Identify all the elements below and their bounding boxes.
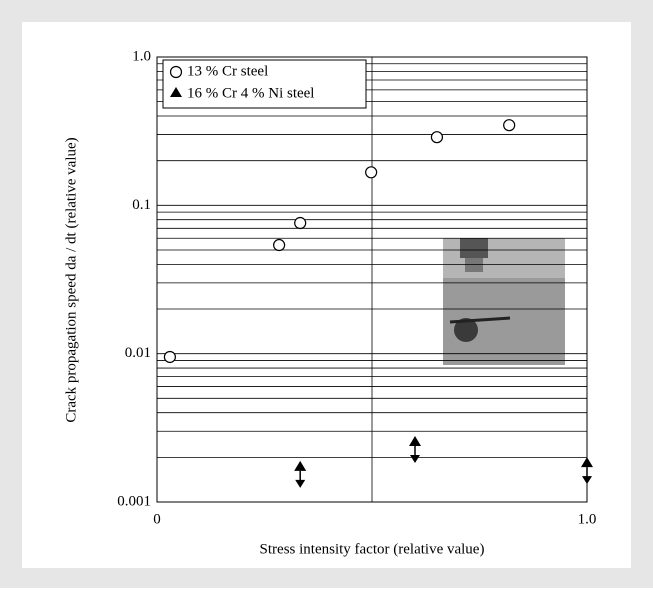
- y-tick-label: 1.0: [132, 48, 151, 64]
- point: [365, 166, 378, 179]
- point: [409, 435, 421, 463]
- point: [581, 457, 593, 485]
- point: [503, 119, 516, 132]
- y-tick-label: 0.01: [125, 345, 151, 361]
- point: [163, 350, 176, 364]
- inset-photo: [443, 238, 565, 365]
- legend: [162, 59, 367, 109]
- x-tick-label: 0: [153, 511, 161, 527]
- legend-label: 16 % Cr 4 % Ni steel: [187, 85, 314, 101]
- legend-marker: [169, 65, 183, 79]
- y-tick-label: 0.001: [117, 493, 151, 509]
- legend-marker: [170, 87, 182, 97]
- x-axis-label: Stress intensity factor (relative value): [260, 541, 485, 557]
- legend-label: 13 % Cr steel: [187, 63, 268, 79]
- point: [294, 460, 307, 488]
- point: [273, 238, 286, 252]
- plot-frame: [156, 56, 588, 503]
- x-tick-label: 1.0: [578, 511, 597, 527]
- y-tick-label: 0.1: [132, 197, 151, 213]
- y-axis-label: Crack propagation speed da / dt (relativ…: [63, 137, 79, 422]
- point: [294, 216, 307, 230]
- point: [430, 131, 444, 144]
